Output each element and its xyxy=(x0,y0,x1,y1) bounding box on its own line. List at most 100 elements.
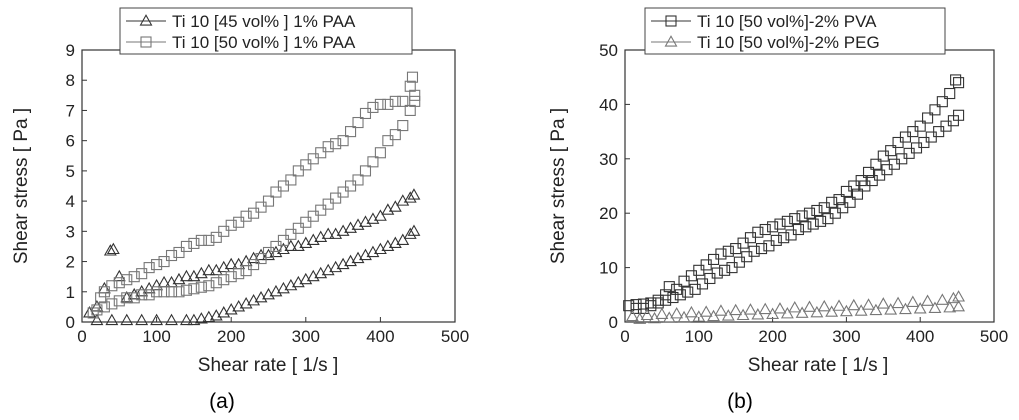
data-point xyxy=(330,192,342,204)
data-point xyxy=(329,260,343,273)
data-point xyxy=(165,275,178,288)
data-point xyxy=(247,251,261,264)
legend-label: Ti 10 [45 vol% ] 1% PAA xyxy=(172,12,356,31)
data-point xyxy=(699,305,713,317)
data-point xyxy=(928,301,942,313)
panel-label: (b) xyxy=(727,390,753,413)
data-point xyxy=(366,245,380,258)
data-point xyxy=(218,225,230,237)
data-point xyxy=(322,141,334,153)
data-point xyxy=(670,306,684,319)
data-point xyxy=(307,210,319,222)
data-point xyxy=(789,213,801,225)
data-point xyxy=(255,252,267,265)
data-point xyxy=(344,254,358,267)
data-point xyxy=(140,36,152,48)
y-tick-label: 1 xyxy=(66,283,75,302)
data-point xyxy=(788,300,802,313)
data-point xyxy=(180,240,192,252)
data-point xyxy=(224,303,238,315)
data-point xyxy=(232,300,246,312)
data-point xyxy=(752,226,764,238)
data-point xyxy=(345,126,357,138)
data-point xyxy=(307,153,319,165)
data-point xyxy=(407,224,421,236)
data-point xyxy=(150,278,164,291)
data-point xyxy=(625,309,639,322)
y-tick-label: 5 xyxy=(66,162,75,181)
data-point xyxy=(240,210,252,222)
data-point xyxy=(922,112,934,124)
y-tick-label: 9 xyxy=(66,41,75,60)
data-point xyxy=(645,300,657,312)
legend: Ti 10 [45 vol% ] 1% PAA Ti 10 [50 vol% ] … xyxy=(119,7,413,55)
data-point xyxy=(633,312,647,324)
data-point xyxy=(106,242,120,255)
x-tick-label: 500 xyxy=(441,327,469,346)
x-tick-label: 100 xyxy=(142,327,170,346)
data-point xyxy=(630,302,642,314)
data-point xyxy=(623,300,635,312)
chart-panel-b: 0 100 200 300 400 500 0 10 20 30 40 50 Shear rate [… xyxy=(548,7,1008,413)
data-point xyxy=(262,246,275,259)
data-point xyxy=(262,195,275,207)
data-point xyxy=(209,263,223,276)
data-point xyxy=(351,218,365,230)
data-point xyxy=(719,264,731,276)
y-tick-label: 40 xyxy=(599,95,618,114)
data-point xyxy=(351,251,365,264)
data-point xyxy=(233,268,245,280)
data-point xyxy=(682,286,694,298)
data-point xyxy=(345,180,357,192)
data-point xyxy=(950,74,962,86)
data-point xyxy=(98,301,110,313)
x-tick-label: 100 xyxy=(685,327,713,346)
data-point xyxy=(139,14,153,26)
data-point xyxy=(90,313,104,326)
plot-frame xyxy=(624,49,995,323)
data-point xyxy=(404,80,416,92)
data-point xyxy=(810,305,824,318)
data-point xyxy=(135,284,149,297)
x-tick-label: 400 xyxy=(366,327,394,346)
data-point xyxy=(195,234,207,246)
data-point xyxy=(344,221,358,233)
data-point xyxy=(726,262,738,274)
data-point xyxy=(640,308,654,321)
data-point xyxy=(374,147,386,159)
y-tick-label: 3 xyxy=(66,222,75,241)
data-point xyxy=(707,309,721,322)
data-point xyxy=(898,302,912,315)
data-point xyxy=(944,87,956,100)
data-point xyxy=(224,257,238,270)
data-series xyxy=(87,71,421,319)
data-point xyxy=(714,304,728,316)
data-point xyxy=(689,283,701,295)
legend: Ti 10 [50 vol%]-2% PVA Ti 10 [50 vol%]-2%… xyxy=(644,7,946,55)
data-point xyxy=(299,236,313,248)
data-point xyxy=(396,194,410,206)
y-tick-label: 6 xyxy=(66,132,75,151)
legend-item: Ti 10 [45 vol% ] 1% PAA xyxy=(126,12,356,31)
data-point xyxy=(692,310,706,322)
data-point xyxy=(254,290,268,303)
data-point xyxy=(921,294,935,306)
data-point xyxy=(135,313,149,326)
x-tick-label: 400 xyxy=(906,327,934,346)
data-point xyxy=(292,222,304,234)
data-point xyxy=(758,302,772,315)
data-point xyxy=(210,231,222,243)
data-point xyxy=(128,271,140,283)
data-point xyxy=(406,71,419,83)
x-tick-label: 300 xyxy=(832,327,860,346)
data-point xyxy=(773,302,787,314)
data-point xyxy=(300,216,312,228)
data-point xyxy=(321,263,335,276)
data-point xyxy=(113,277,125,289)
data-point xyxy=(359,215,372,227)
data-point xyxy=(795,306,809,318)
data-point xyxy=(674,289,686,301)
data-point xyxy=(684,305,698,318)
data-point xyxy=(121,292,133,304)
data-point xyxy=(382,135,394,147)
